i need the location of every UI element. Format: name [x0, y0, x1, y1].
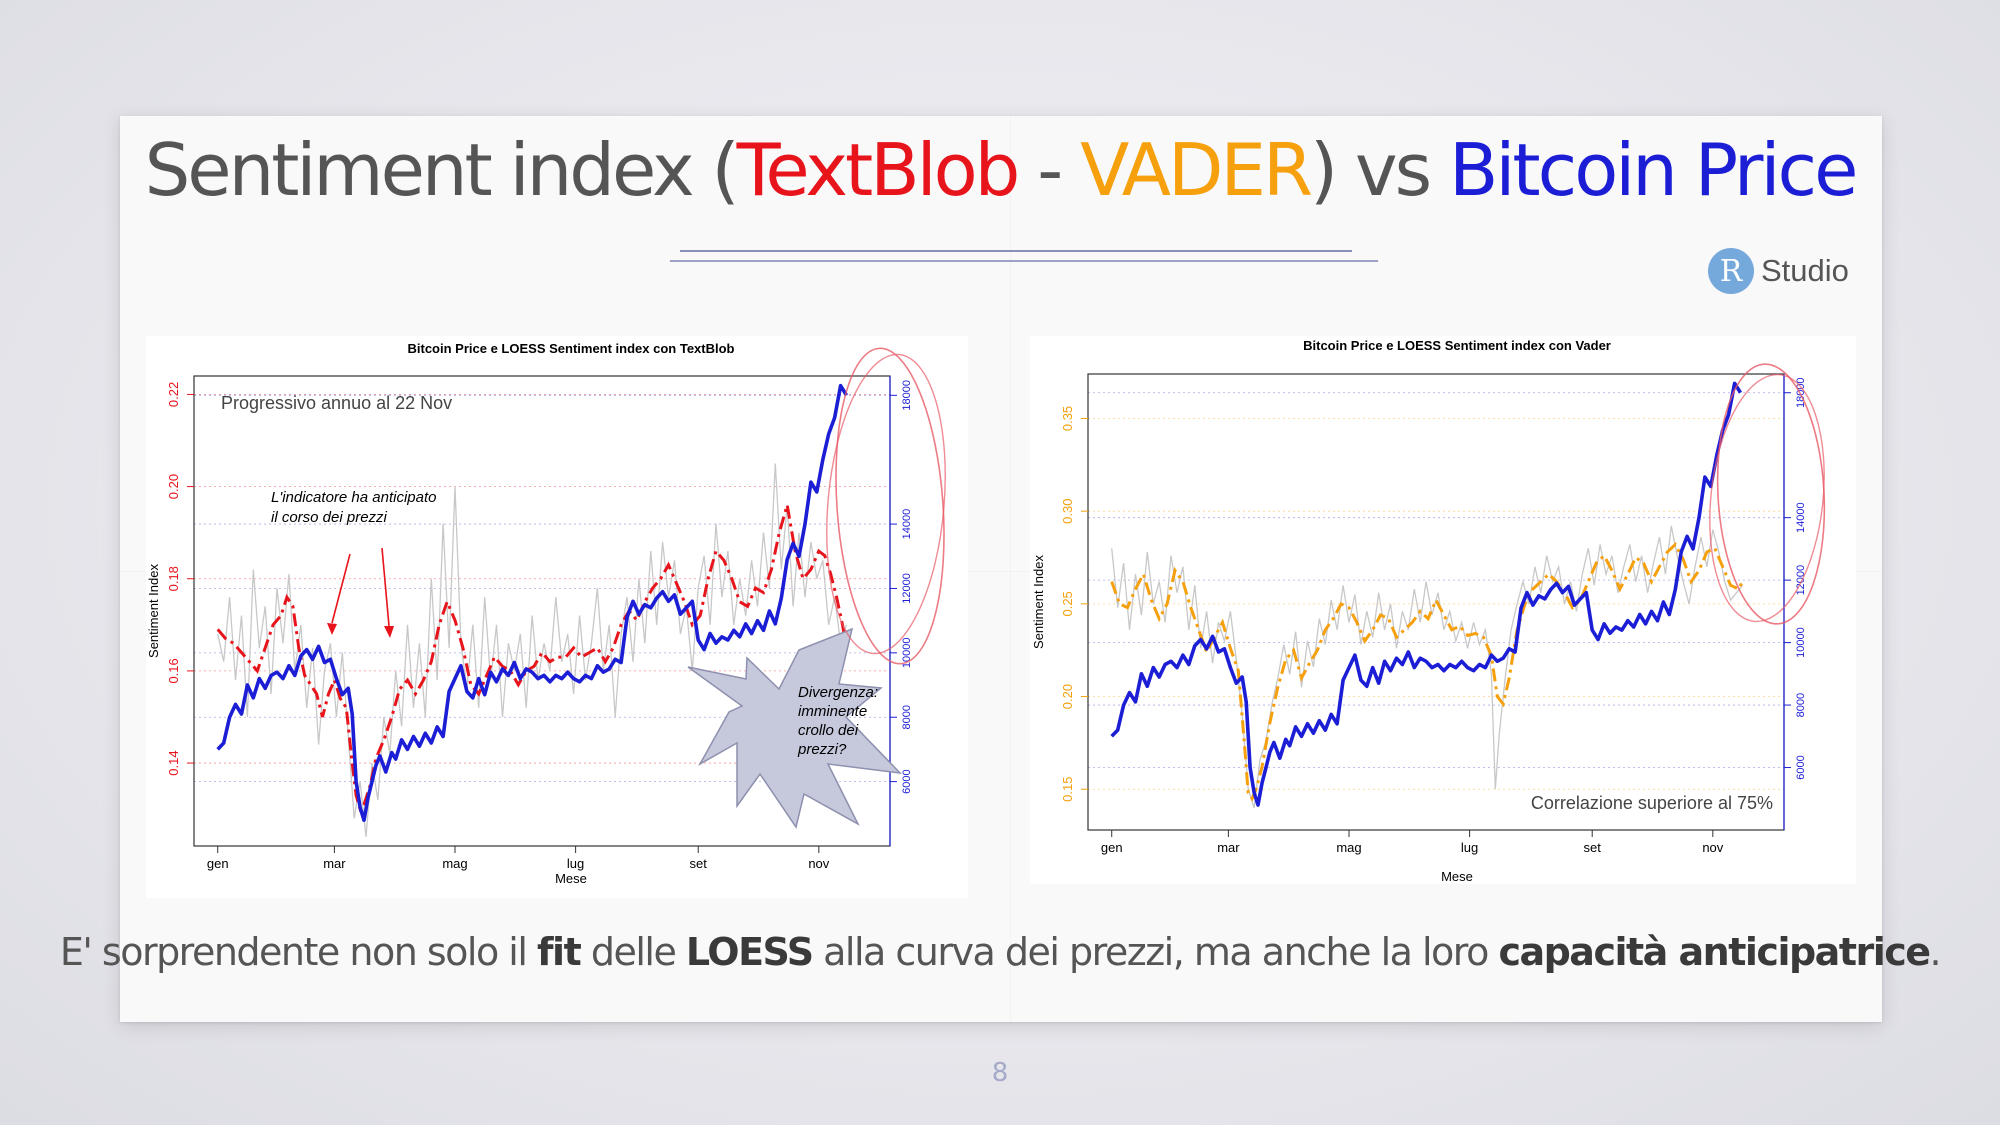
x-tick-label: mar: [1217, 840, 1240, 855]
title-bitcoin: Bitcoin Price: [1448, 128, 1858, 212]
y-right-tick-label: 12000: [901, 573, 913, 604]
highlight-circle-1: [1716, 363, 1826, 625]
y-left-tick-label: 0.30: [1060, 499, 1075, 524]
x-tick-label: set: [1584, 840, 1602, 855]
x-tick-label: mag: [442, 856, 467, 871]
title-dash: -: [1017, 128, 1081, 212]
bitcoin-price-line: [216, 383, 849, 822]
chart-vader: Bitcoin Price e LOESS Sentiment index co…: [1030, 336, 1856, 884]
y-right-tick-label: 8000: [1795, 693, 1807, 717]
y-right-tick-label: 6000: [1795, 755, 1807, 779]
highlight-circle-1: [835, 347, 945, 665]
highlight-circle-2: [1709, 373, 1825, 623]
caption-e: alla curva dei prezzi, ma anche la loro: [812, 930, 1499, 974]
y-right-tick-label: 14000: [1795, 502, 1807, 533]
x-tick-label: lug: [567, 856, 584, 871]
annotation-period: Progressivo annuo al 22 Nov: [221, 393, 452, 413]
y-axis-label: Sentiment Index: [146, 564, 161, 658]
x-tick-label: mag: [1336, 840, 1361, 855]
title-underline-1: [680, 250, 1352, 252]
x-tick-label: lug: [1461, 840, 1478, 855]
y-left-tick-label: 0.20: [1060, 684, 1075, 709]
title-part1: Sentiment index (: [144, 128, 740, 212]
y-left-tick-label: 0.18: [166, 566, 181, 591]
caption-fit: fit: [537, 930, 582, 974]
caption-capacita: capacità anticipatrice: [1498, 930, 1931, 974]
caption-g: .: [1929, 930, 1942, 974]
annotation-divergence-line1: Divergenza:: [798, 684, 878, 701]
annotation-arrowhead-1: [327, 623, 337, 635]
paper-fold-horizontal: [120, 571, 1882, 573]
highlight-circle-2: [826, 353, 946, 655]
caption-c: delle: [580, 930, 686, 974]
annotation-divergence-line3: crollo dei: [798, 722, 859, 739]
rstudio-logo: R Studio: [1708, 248, 1849, 294]
annotation-arrowhead-2: [384, 626, 394, 638]
paper-fold-vertical: [1010, 116, 1012, 1022]
y-right-tick-label: 8000: [901, 705, 913, 729]
x-tick-label: gen: [207, 856, 229, 871]
x-axis-label: Mese: [1441, 869, 1473, 884]
y-right-tick-label: 10000: [1795, 627, 1807, 658]
rstudio-r-icon: R: [1708, 248, 1754, 294]
y-left-tick-label: 0.15: [1060, 777, 1075, 802]
caption-loess: LOESS: [685, 930, 814, 974]
y-left-tick-label: 0.20: [166, 474, 181, 499]
chart-textblob: Bitcoin Price e LOESS Sentiment index co…: [146, 336, 968, 898]
annotation-arrow-1: [331, 553, 351, 624]
y-right-tick-label: 6000: [901, 769, 913, 793]
annotation-lead-line2: il corso dei prezzi: [271, 509, 388, 526]
annotation-divergence-line4: prezzi?: [797, 741, 847, 758]
chart-textblob-svg: Bitcoin Price e LOESS Sentiment index co…: [146, 341, 946, 886]
annotation-lead-line1: L'indicatore ha anticipato: [271, 489, 436, 506]
chart-title: Bitcoin Price e LOESS Sentiment index co…: [408, 341, 735, 356]
title-underline-2: [670, 260, 1378, 262]
raw-sentiment-line: [1111, 525, 1744, 808]
page-number: 8: [991, 1058, 1009, 1088]
y-left-tick-label: 0.35: [1060, 406, 1075, 431]
loess-sentiment-line: [216, 504, 848, 813]
chart-vader-svg: Bitcoin Price e LOESS Sentiment index co…: [1031, 338, 1826, 884]
annotation-correlation: Correlazione superiore al 75%: [1531, 793, 1773, 813]
slide-title: Sentiment index (TextBlob - VADER) vs Bi…: [0, 128, 2000, 212]
loess-sentiment-line: [1110, 542, 1744, 802]
title-vader: VADER: [1080, 128, 1313, 212]
slide-caption: E' sorprendente non solo il fit delle LO…: [0, 930, 2000, 974]
divergence-starburst: [687, 627, 903, 829]
title-part2: ) vs: [1310, 128, 1449, 212]
x-axis-label: Mese: [555, 871, 587, 886]
x-tick-label: gen: [1101, 840, 1123, 855]
y-left-tick-label: 0.22: [166, 382, 181, 407]
y-left-tick-label: 0.14: [166, 750, 181, 775]
title-textblob: TextBlob: [736, 128, 1021, 212]
x-tick-label: mar: [323, 856, 346, 871]
x-tick-label: set: [690, 856, 708, 871]
raw-sentiment-line: [217, 463, 848, 837]
y-right-tick-label: 14000: [901, 509, 913, 540]
x-tick-label: nov: [808, 856, 829, 871]
y-left-tick-label: 0.16: [166, 658, 181, 683]
x-tick-label: nov: [1702, 840, 1723, 855]
bitcoin-price-line: [1110, 381, 1743, 807]
rstudio-logo-text: Studio: [1761, 253, 1849, 288]
y-right-tick-label: 18000: [901, 380, 913, 411]
chart-title: Bitcoin Price e LOESS Sentiment index co…: [1303, 338, 1611, 353]
y-left-tick-label: 0.25: [1060, 591, 1075, 616]
y-axis-label: Sentiment Index: [1031, 555, 1046, 649]
annotation-divergence-line2: imminente: [798, 703, 867, 720]
caption-a: E' sorprendente non solo il: [59, 930, 538, 974]
annotation-arrow-2: [381, 547, 390, 627]
